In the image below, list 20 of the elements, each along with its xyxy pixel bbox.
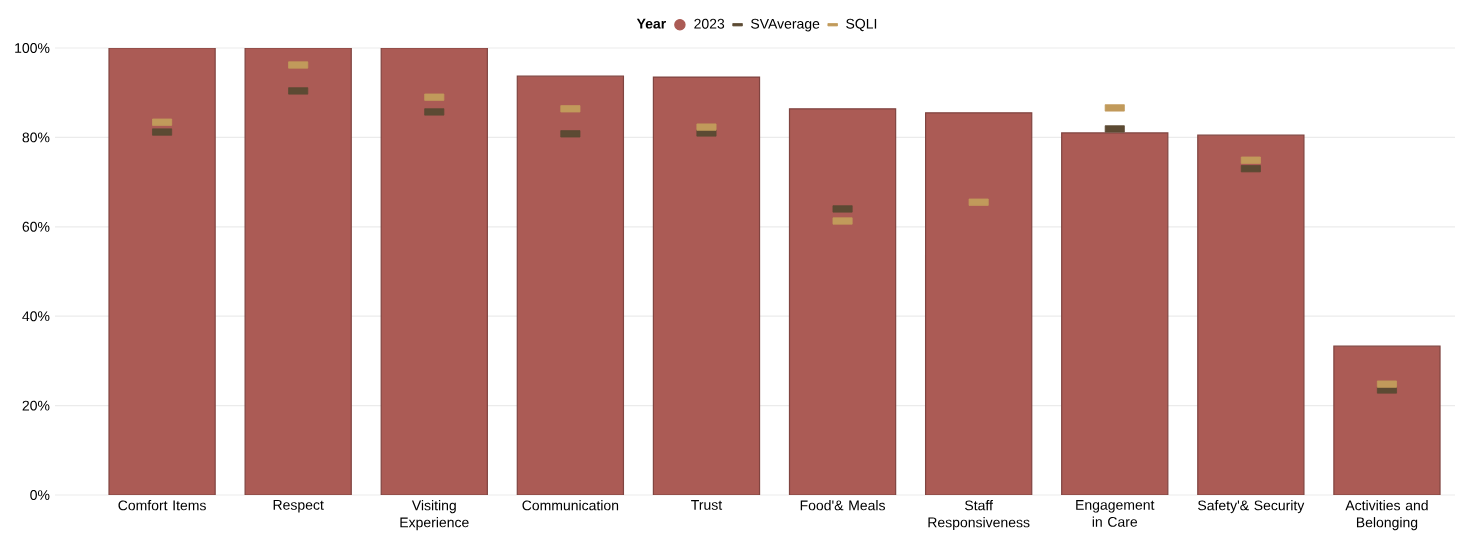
y-tick-label: 0% <box>30 490 50 500</box>
x-tick-label: Visiting Experience <box>400 500 469 531</box>
x-tick-label: Staff Responsiveness <box>928 500 1030 531</box>
y-tick-label: 40% <box>22 311 50 322</box>
x-tick-label: Trust <box>691 500 723 510</box>
x-tick-label: Communication <box>522 500 619 511</box>
x-tick-label: Food'& Meals <box>800 500 886 511</box>
x-tick-label: Respect <box>273 500 324 513</box>
x-tick-label: Comfort Items <box>118 500 206 511</box>
x-tick-label: Safety'& Security <box>1198 500 1305 514</box>
legend-label: SVAverage <box>751 18 820 32</box>
y-tick-label: 100% <box>15 43 50 53</box>
legend-label: 2023 <box>694 18 725 29</box>
legend-label: SQLI <box>846 18 877 32</box>
y-tick-label: 60% <box>22 221 50 232</box>
y-tick-label: 20% <box>22 400 50 411</box>
x-tick-label: Activities and Belonging <box>1345 500 1428 531</box>
legend-title: Year <box>636 18 666 29</box>
y-tick-label: 80% <box>22 132 50 143</box>
x-tick-label: Engagement in Care <box>1076 500 1155 527</box>
